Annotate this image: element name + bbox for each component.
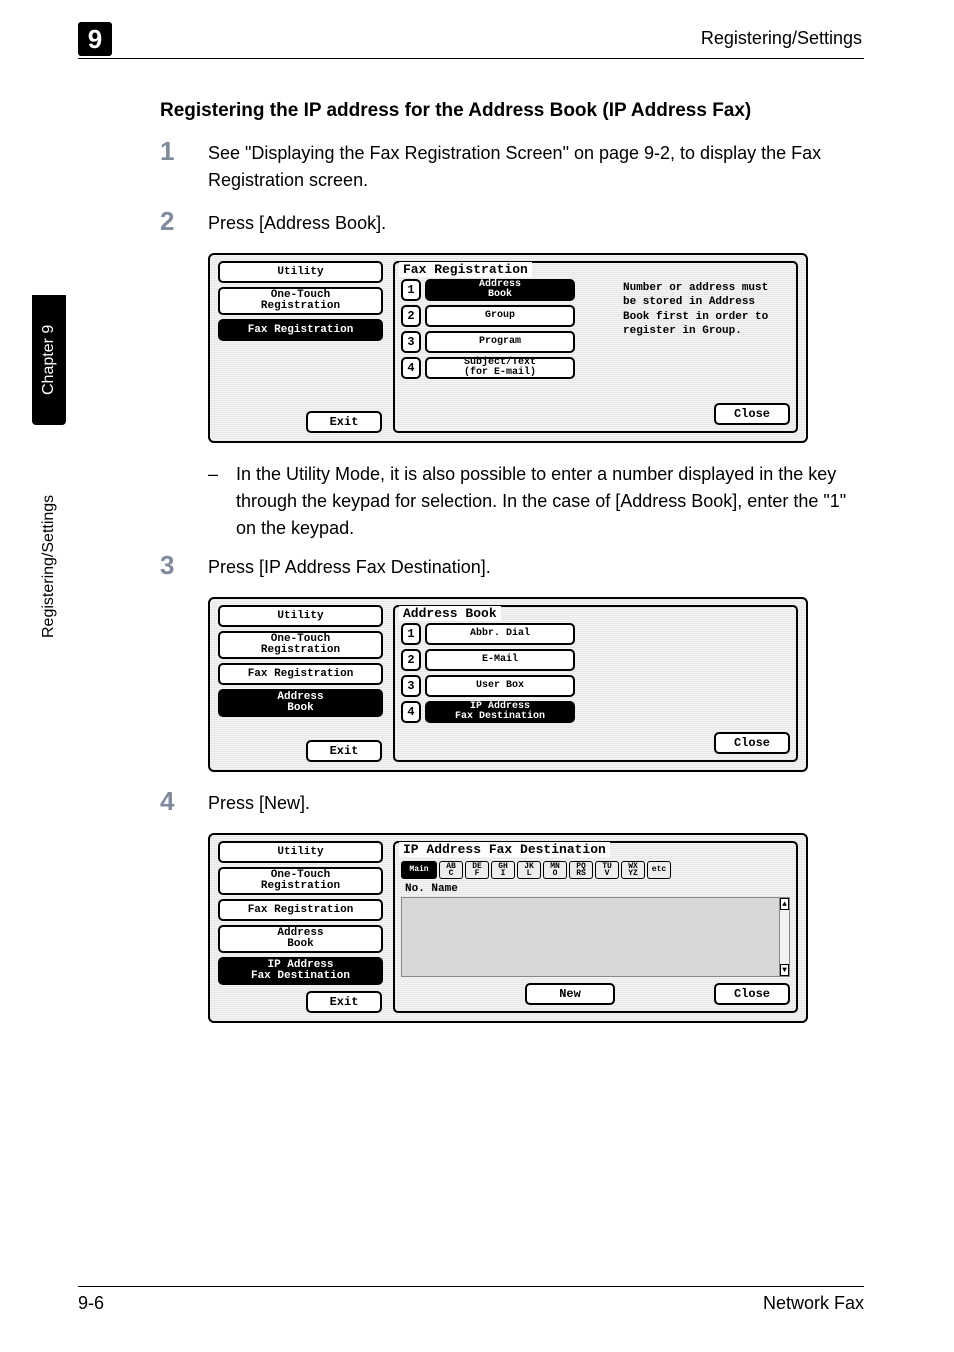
alpha-tab[interactable]: TU V	[595, 861, 619, 879]
note-dash: –	[208, 461, 236, 542]
section-title: Registering the IP address for the Addre…	[160, 100, 862, 122]
list-area: ▲ ▼	[401, 897, 790, 977]
page-number: 9-6	[78, 1293, 104, 1314]
step-number: 4	[160, 788, 208, 814]
nav-faxreg-btn[interactable]: Fax Registration	[218, 899, 383, 921]
close-button[interactable]: Close	[714, 732, 790, 754]
nav-onetouch-btn[interactable]: One-Touch Registration	[218, 867, 383, 895]
running-header: Registering/Settings	[701, 28, 862, 49]
nav-onetouch-btn[interactable]: One-Touch Registration	[218, 631, 383, 659]
screenshot-left-nav: Utility One-Touch Registration Fax Regis…	[218, 605, 383, 717]
subject-text-button[interactable]: Subject/Text (for E-mail)	[425, 357, 575, 379]
header-rule	[78, 58, 864, 59]
scroll-up-icon[interactable]: ▲	[780, 898, 789, 910]
nav-utility-btn[interactable]: Utility	[218, 261, 383, 283]
step-3: 3 Press [IP Address Fax Destination].	[160, 554, 862, 581]
alpha-tab[interactable]: JK L	[517, 861, 541, 879]
alpha-tab-etc[interactable]: etc	[647, 861, 671, 879]
screenshot-panel: IP Address Fax Destination Main AB C DE …	[393, 841, 798, 1013]
exit-button[interactable]: Exit	[306, 740, 382, 762]
step-1: 1 See "Displaying the Fax Registration S…	[160, 140, 862, 194]
step-text: See "Displaying the Fax Registration Scr…	[208, 140, 862, 194]
scroll-down-icon[interactable]: ▼	[780, 964, 789, 976]
nav-ipdest-btn[interactable]: IP Address Fax Destination	[218, 957, 383, 985]
row-number: 1	[401, 623, 421, 645]
screenshot-left-nav: Utility One-Touch Registration Fax Regis…	[218, 261, 383, 341]
side-tab-chapter: Chapter 9	[32, 295, 66, 425]
row-number: 2	[401, 305, 421, 327]
chapter-badge: 9	[78, 22, 112, 56]
alpha-tab[interactable]: WX YZ	[621, 861, 645, 879]
group-button[interactable]: Group	[425, 305, 575, 327]
content-area: Registering the IP address for the Addre…	[160, 100, 862, 1041]
menu-row: 4 IP Address Fax Destination	[401, 701, 796, 723]
row-number: 4	[401, 357, 421, 379]
panel-title: IP Address Fax Destination	[399, 842, 610, 857]
alpha-tab[interactable]: MN O	[543, 861, 567, 879]
address-book-button[interactable]: Address Book	[425, 279, 575, 301]
menu-row: 2 E-Mail	[401, 649, 796, 671]
screenshot-address-book: Utility One-Touch Registration Fax Regis…	[208, 597, 808, 772]
close-button[interactable]: Close	[714, 983, 790, 1005]
nav-faxreg-btn[interactable]: Fax Registration	[218, 319, 383, 341]
note-text: In the Utility Mode, it is also possible…	[236, 461, 862, 542]
user-box-button[interactable]: User Box	[425, 675, 575, 697]
page: 9 Registering/Settings Chapter 9 Registe…	[0, 0, 954, 1352]
nav-utility-btn[interactable]: Utility	[218, 605, 383, 627]
screenshot-panel: Address Book 1 Abbr. Dial 2 E-Mail 3 Use…	[393, 605, 798, 762]
screenshot-left-nav: Utility One-Touch Registration Fax Regis…	[218, 841, 383, 985]
alpha-tab-main[interactable]: Main	[401, 861, 437, 879]
close-button[interactable]: Close	[714, 403, 790, 425]
alpha-tab[interactable]: PQ RS	[569, 861, 593, 879]
email-button[interactable]: E-Mail	[425, 649, 575, 671]
step-number: 3	[160, 552, 208, 578]
row-number: 4	[401, 701, 421, 723]
nav-utility-btn[interactable]: Utility	[218, 841, 383, 863]
nav-onetouch-btn[interactable]: One-Touch Registration	[218, 287, 383, 315]
nav-addressbook-btn[interactable]: Address Book	[218, 689, 383, 717]
scrollbar[interactable]: ▲ ▼	[779, 898, 789, 976]
row-number: 3	[401, 331, 421, 353]
nav-addressbook-btn[interactable]: Address Book	[218, 925, 383, 953]
screenshot-ip-fax-destination: Utility One-Touch Registration Fax Regis…	[208, 833, 808, 1023]
row-number: 1	[401, 279, 421, 301]
alpha-tab[interactable]: GH I	[491, 861, 515, 879]
step-2-note: – In the Utility Mode, it is also possib…	[208, 461, 862, 542]
exit-button[interactable]: Exit	[306, 411, 382, 433]
side-tab: Chapter 9 Registering/Settings	[32, 295, 66, 705]
menu-row: 1 Abbr. Dial	[401, 623, 796, 645]
step-number: 2	[160, 208, 208, 234]
nav-faxreg-btn[interactable]: Fax Registration	[218, 663, 383, 685]
row-number: 2	[401, 649, 421, 671]
info-text: Number or address must be stored in Addr…	[623, 281, 788, 338]
alpha-tab[interactable]: AB C	[439, 861, 463, 879]
doc-title: Network Fax	[763, 1293, 864, 1314]
program-button[interactable]: Program	[425, 331, 575, 353]
ip-address-fax-button[interactable]: IP Address Fax Destination	[425, 701, 575, 723]
abbr-dial-button[interactable]: Abbr. Dial	[425, 623, 575, 645]
screenshot-fax-registration: Utility One-Touch Registration Fax Regis…	[208, 253, 808, 443]
side-tab-section: Registering/Settings	[32, 431, 66, 701]
footer: 9-6 Network Fax	[78, 1286, 864, 1314]
exit-button[interactable]: Exit	[306, 991, 382, 1013]
step-text: Press [Address Book].	[208, 210, 862, 237]
menu-row: 4 Subject/Text (for E-mail)	[401, 357, 796, 379]
alpha-tab[interactable]: DE F	[465, 861, 489, 879]
panel-title: Address Book	[399, 606, 501, 621]
list-columns: No. Name	[405, 883, 796, 895]
step-4: 4 Press [New].	[160, 790, 862, 817]
step-2: 2 Press [Address Book].	[160, 210, 862, 237]
row-number: 3	[401, 675, 421, 697]
step-text: Press [IP Address Fax Destination].	[208, 554, 862, 581]
new-button[interactable]: New	[525, 983, 615, 1005]
step-text: Press [New].	[208, 790, 862, 817]
menu-row: 3 User Box	[401, 675, 796, 697]
panel-title: Fax Registration	[399, 262, 532, 277]
alpha-tab-row: Main AB C DE F GH I JK L MN O PQ RS TU V…	[401, 861, 796, 879]
screenshot-panel: Fax Registration 1 Address Book 2 Group …	[393, 261, 798, 433]
step-number: 1	[160, 138, 208, 164]
